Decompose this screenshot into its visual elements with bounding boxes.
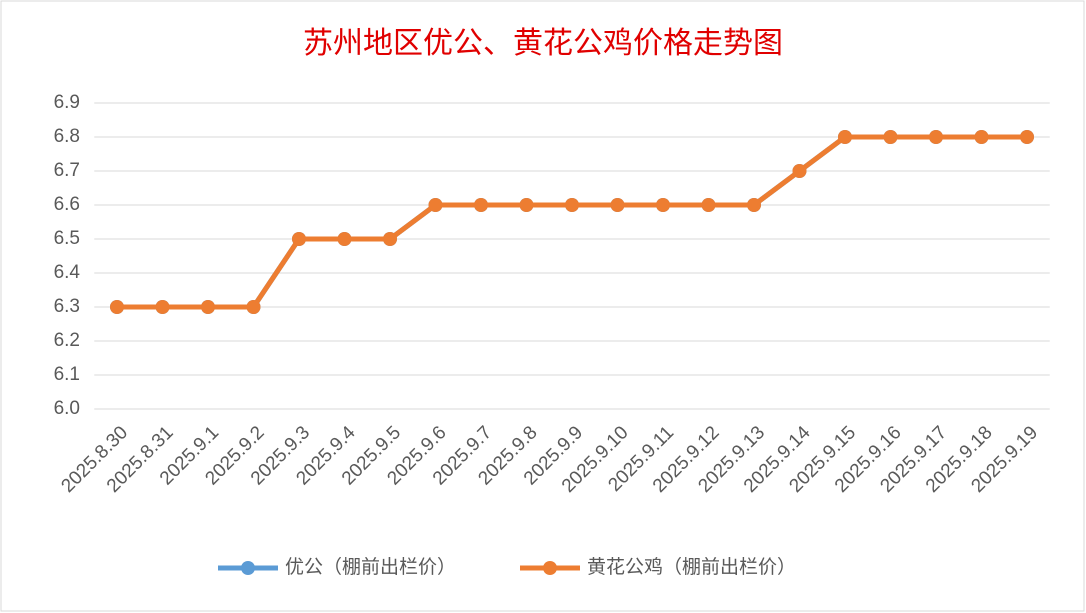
y-tick-label: 6.1	[54, 364, 80, 385]
y-tick-label: 6.7	[54, 160, 80, 181]
data-point	[610, 198, 625, 212]
data-point	[246, 300, 261, 314]
legend-marker	[241, 561, 255, 575]
data-point	[155, 300, 170, 314]
data-point	[474, 198, 488, 212]
legend-label: 黄花公鸡（棚前出栏价）	[587, 556, 796, 578]
y-tick-label: 6.0	[54, 398, 80, 419]
data-point	[974, 130, 989, 144]
y-tick-label: 6.6	[54, 194, 80, 215]
y-tick-label: 6.5	[54, 228, 80, 249]
data-point	[337, 232, 352, 246]
data-point	[383, 232, 397, 246]
data-point	[792, 164, 807, 178]
data-point	[292, 232, 306, 246]
data-point	[701, 198, 716, 212]
y-tick-label: 6.3	[54, 296, 80, 317]
data-point	[883, 130, 898, 144]
data-point	[519, 198, 534, 212]
data-point	[1020, 130, 1034, 144]
legend-marker	[543, 561, 557, 575]
y-tick-label: 6.9	[54, 92, 80, 113]
data-point	[747, 198, 761, 212]
legend-label: 优公（棚前出栏价）	[285, 556, 456, 578]
data-point	[656, 198, 670, 212]
data-point	[201, 300, 215, 314]
data-point	[428, 198, 443, 212]
data-point	[110, 300, 124, 314]
y-tick-label: 6.4	[54, 262, 81, 283]
chart-title: 苏州地区优公、黄花公鸡价格走势图	[303, 26, 783, 61]
data-point	[929, 130, 943, 144]
data-point	[838, 130, 852, 144]
y-tick-label: 6.2	[54, 330, 80, 351]
y-tick-label: 6.8	[54, 126, 80, 147]
data-point	[565, 198, 579, 212]
